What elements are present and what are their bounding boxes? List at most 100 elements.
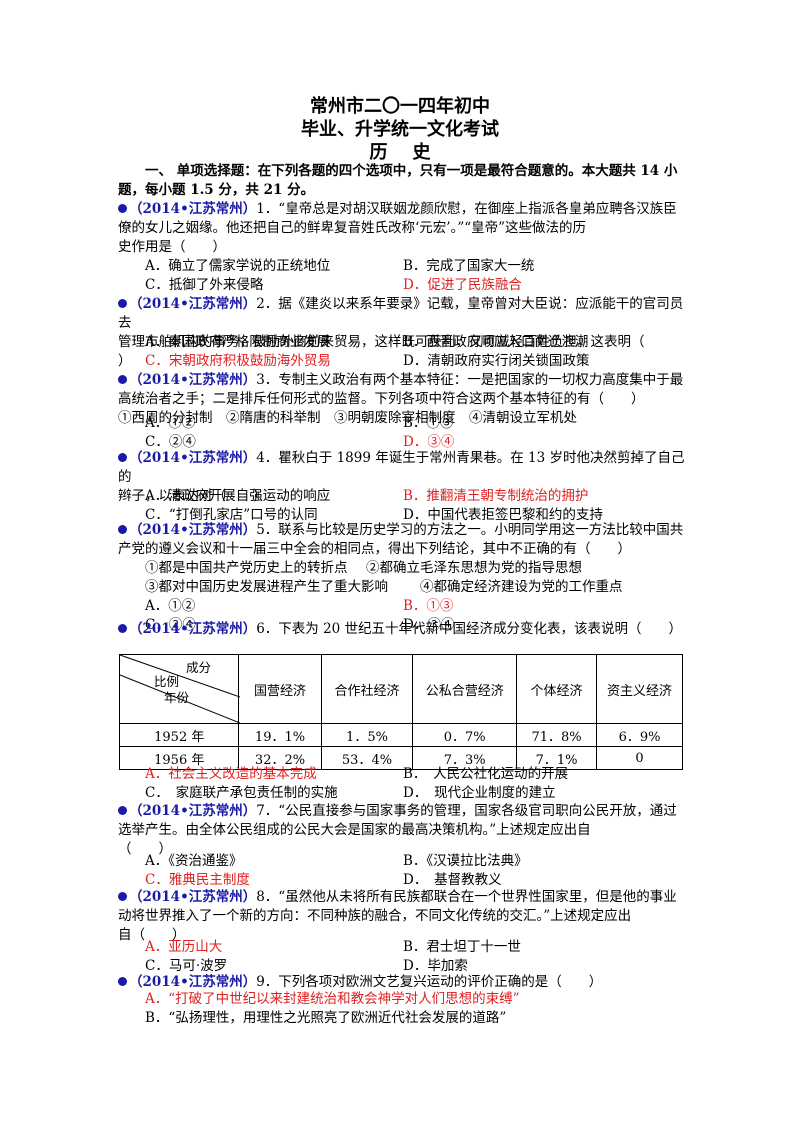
- column-header: 公私合营经济: [412, 654, 517, 724]
- question-5-options: A．①② B．①③ C．②④ D．③④: [145, 597, 705, 635]
- table-cell: 6．9%: [596, 723, 683, 747]
- question-8-line3: 自（ ）: [118, 927, 186, 943]
- source-tag: （2014•江苏常州）: [129, 621, 257, 637]
- source-tag: （2014•江苏常州）: [129, 522, 257, 538]
- option-d-answer[interactable]: D．③④: [403, 434, 455, 450]
- statement-4: ④都确定经济建设为党的工作重点: [420, 579, 623, 595]
- section-heading-line1: 一、 单项选择题：在下列各题的四个选项中，只有一项是最符合题意的。本大题共 14…: [145, 163, 678, 179]
- table-cell: 7．3%: [412, 746, 517, 770]
- option-a[interactable]: A．清政府开展自强运动的响应: [145, 488, 331, 504]
- option-a[interactable]: A．秦国政府严格限制商业发展: [145, 334, 331, 350]
- option-c[interactable]: C．②④: [145, 617, 196, 633]
- question-9-options: A．“打破了中世纪以来封建统治和教会神学对人们思想的束缚” B．“弘扬理性，用理…: [145, 990, 705, 1028]
- question-3-options: A．①② B．①③ C．②④ D．③④: [145, 414, 705, 452]
- header-component-label: 成分: [186, 660, 212, 675]
- column-header: 国营经济: [238, 654, 322, 724]
- statement-1: ①都是中国共产党历史上的转折点: [145, 560, 348, 576]
- option-d[interactable]: D．清朝政府实行闭关锁国政策: [403, 353, 590, 369]
- question-4-line2: 辫子，以表达对（ ）: [118, 488, 267, 504]
- bullet-icon: [118, 525, 127, 534]
- question-4-options: A．清政府开展自强运动的响应 B．推翻清王朝专制统治的拥护 C．“打倒孔家店”口号…: [145, 487, 705, 525]
- source-tag: （2014•江苏常州）: [129, 803, 257, 819]
- source-tag: （2014•江苏常州）: [129, 974, 257, 990]
- question-2-line1: 2．据《建炎以来系年要录》记载，皇帝曾对大臣说：应派能干的官司员去: [118, 296, 684, 331]
- question-7-line1: 7．“公民直接参与国家事务的管理，国家各级官司职向公民开放，通过: [256, 803, 677, 819]
- header-year-label: 年份: [164, 690, 190, 705]
- question-3: （2014•江苏常州）3．专制主义政治有两个基本特征：一是把国家的一切权力高度集…: [118, 371, 693, 428]
- table-cell: 19．1%: [238, 723, 322, 747]
- economy-table: 成分 比例 年份 国营经济 合作社经济 公私合营经济 个体经济 资主义经济 19…: [118, 654, 683, 770]
- question-4: （2014•江苏常州）4．瞿秋白于 1899 年诞生于常州青果巷。在 13 岁时…: [118, 449, 693, 506]
- option-a-answer[interactable]: A．“打破了中世纪以来封建统治和教会神学对人们思想的束缚”: [145, 991, 520, 1007]
- option-c-answer[interactable]: C．宋朝政府积极鼓励海外贸易: [145, 353, 331, 369]
- statement-2: ②都确立毛泽东思想为党的指导思想: [366, 560, 582, 576]
- question-1-options: A．确立了儒家学说的正统地位 B．完成了国家大一统 C．抵御了外来侵略 D．促进了民…: [145, 257, 705, 295]
- option-b-answer[interactable]: B．推翻清王朝专制统治的拥护: [403, 488, 589, 504]
- question-6-line1: 6．下表为 20 世纪五十年代新中国经济成分变化表，该表说明（ ）: [256, 621, 683, 637]
- bullet-icon: [118, 375, 127, 384]
- option-b-answer[interactable]: B．①③: [403, 598, 454, 614]
- source-tag: （2014•江苏常州）: [129, 372, 257, 388]
- option-c[interactable]: C．马可·波罗: [145, 958, 228, 974]
- question-7: （2014•江苏常州）7．“公民直接参与国家事务的管理，国家各级官司职向公民开放…: [118, 802, 693, 859]
- option-c[interactable]: C．②④: [145, 434, 196, 450]
- question-8-line2: 动将世界推入了一个新的方向：不同种族的融合，不同文化传统的交汇。”上述规定应出: [118, 908, 632, 924]
- option-c[interactable]: C．抵御了外来侵略: [145, 277, 264, 293]
- question-5-line1: 5．联系与比较是历史学习的方法之一。小明同学用这一方法比较中国共: [256, 522, 684, 538]
- option-d[interactable]: D． 现代企业制度的建立: [403, 785, 556, 801]
- bullet-icon: [118, 624, 127, 633]
- option-b[interactable]: B． 人民公社化运动的开展: [403, 766, 569, 782]
- question-2-options: A．秦国政府严格限制商业发展 B．西晋政府顺应入口南迁浪潮 C．宋朝政府积极鼓励海…: [145, 333, 705, 371]
- table-cell: 1．5%: [320, 723, 414, 747]
- option-b[interactable]: B．①③: [403, 415, 454, 431]
- option-c-answer[interactable]: C．雅典民主制度: [145, 872, 250, 888]
- option-c[interactable]: C． 家庭联产承包责任制的实施: [145, 785, 338, 801]
- question-3-line1: 3．专制主义政治有两个基本特征：一是把国家的一切权力高度集中于最: [256, 372, 684, 388]
- option-b[interactable]: B．君士坦丁十一世: [403, 939, 521, 955]
- bullet-icon: [118, 204, 127, 213]
- question-7-options: A．《资治通鉴》 B．《汉谟拉比法典》 C．雅典民主制度 D． 基督教教义: [145, 852, 705, 890]
- column-header: 资主义经济: [596, 654, 683, 724]
- row-year: 1956 年: [118, 746, 240, 770]
- option-a-answer[interactable]: A．亚历山大: [145, 939, 223, 955]
- row-year: 1952 年: [118, 723, 240, 747]
- option-d[interactable]: D． 基督教教义: [403, 872, 502, 888]
- question-1-line1: 1．“皇帝总是对胡汉联姻龙颜欣慰，在御座上指派各皇弟应聘各汉族臣: [256, 201, 677, 217]
- question-1: （2014•江苏常州）1．“皇帝总是对胡汉联姻龙颜欣慰，在御座上指派各皇弟应聘各…: [118, 200, 693, 257]
- section-heading: 一、 单项选择题：在下列各题的四个选项中，只有一项是最符合题意的。本大题共 14…: [118, 162, 693, 200]
- source-tag: （2014•江苏常州）: [129, 889, 257, 905]
- question-6: （2014•江苏常州）6．下表为 20 世纪五十年代新中国经济成分变化表，该表说…: [118, 620, 693, 639]
- option-d[interactable]: D．③④: [403, 617, 455, 633]
- question-7-line2: 选举产生。由全体公民组成的公民大会是国家的最高决策机构。”上述规定应出自: [118, 822, 591, 838]
- option-a[interactable]: A．①②: [145, 415, 196, 431]
- question-8-line1: 8．“虽然他从未将所有民族都联合在一个世界性国家里，但是他的事业: [256, 889, 677, 905]
- option-a[interactable]: A．①②: [145, 598, 196, 614]
- option-b[interactable]: B．“弘扬理性，用理性之光照亮了欧洲近代社会发展的道路”: [145, 1010, 507, 1026]
- question-2-line2: 管理市舶机构的事务，鼓励外商前来贸易，这样既可获利，又可减轻百姓负担。这表明（: [118, 334, 645, 350]
- question-6-options: A．社会主义改造的基本完成 B． 人民公社化运动的开展 C． 家庭联产承包责任制的…: [145, 765, 705, 803]
- option-a-answer[interactable]: A．社会主义改造的基本完成: [145, 766, 317, 782]
- option-b[interactable]: B．西晋政府顺应入口南迁浪潮: [403, 334, 589, 350]
- option-d-answer[interactable]: D．促进了民族融合: [403, 277, 522, 293]
- option-c[interactable]: C．“打倒孔家店”口号的认同: [145, 507, 318, 523]
- option-b[interactable]: B．完成了国家大一统: [403, 258, 535, 274]
- exam-title-line1: 常州市二〇一四年初中: [310, 96, 490, 117]
- question-7-line3: （ ）: [118, 841, 172, 857]
- option-b[interactable]: B．《汉谟拉比法典》: [403, 853, 528, 869]
- question-2-line3: ）: [118, 353, 132, 369]
- section-heading-line2: 题，每小题 1.5 分，共 21 分。: [118, 182, 315, 198]
- option-d[interactable]: D．毕加索: [403, 958, 468, 974]
- question-1-line3: 史作用是（ ）: [118, 239, 226, 255]
- question-2: （2014•江苏常州）2．据《建炎以来系年要录》记载，皇帝曾对大臣说：应派能干的…: [118, 295, 693, 371]
- table-cell: 53．4%: [320, 746, 414, 770]
- source-tag: （2014•江苏常州）: [129, 296, 257, 312]
- table-diagonal-header: 成分 比例 年份: [118, 654, 240, 724]
- option-a[interactable]: A．确立了儒家学说的正统地位: [145, 258, 331, 274]
- option-d[interactable]: D．中国代表拒签巴黎和约的支持: [403, 507, 603, 523]
- question-9: （2014•江苏常州）9．下列各项对欧洲文艺复兴运动的评价正确的是（ ）: [118, 973, 693, 992]
- table-cell: 0．7%: [412, 723, 517, 747]
- option-a[interactable]: A．《资治通鉴》: [145, 853, 243, 869]
- header-ratio-label: 比例: [154, 674, 180, 689]
- question-5-line2: 产党的遵义会议和十一届三中全会的相同点，得出下列结论，其中不正确的有（ ）: [118, 541, 631, 557]
